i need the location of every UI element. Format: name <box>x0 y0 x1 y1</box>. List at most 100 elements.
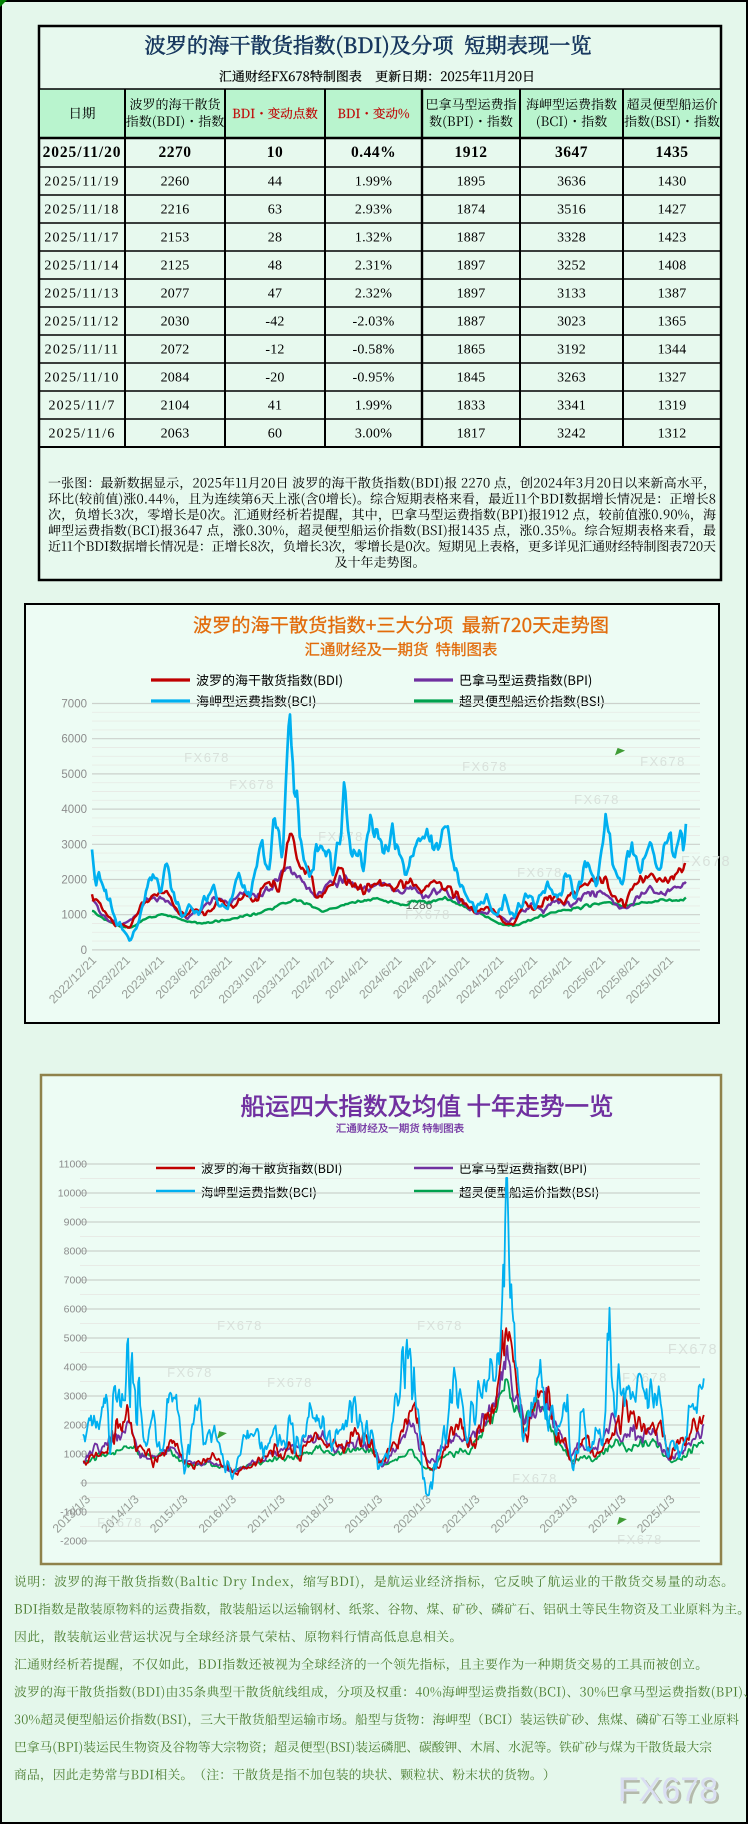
svg-text:-42: -42 <box>265 315 284 330</box>
svg-text:FX678: FX678 <box>97 1515 143 1530</box>
svg-text:3252: 3252 <box>557 259 586 274</box>
svg-text:1423: 1423 <box>658 231 687 246</box>
svg-text:44: 44 <box>268 175 282 190</box>
svg-text:FX678: FX678 <box>462 759 508 774</box>
svg-text:4000: 4000 <box>61 804 87 816</box>
svg-text:3133: 3133 <box>557 287 586 302</box>
svg-text:1319: 1319 <box>658 399 687 414</box>
svg-text:0: 0 <box>81 1478 87 1490</box>
svg-text:0: 0 <box>81 945 87 957</box>
svg-text:3636: 3636 <box>557 175 586 190</box>
svg-text:3328: 3328 <box>557 231 586 246</box>
svg-text:11000: 11000 <box>59 1159 88 1171</box>
svg-text:FX678: FX678 <box>229 777 275 792</box>
svg-text:8000: 8000 <box>64 1246 88 1258</box>
svg-text:2000: 2000 <box>64 1420 88 1432</box>
svg-text:-2.03%: -2.03% <box>352 315 394 330</box>
svg-text:1912: 1912 <box>455 144 488 161</box>
svg-text:-0.95%: -0.95% <box>352 371 394 386</box>
svg-text:41: 41 <box>268 399 282 414</box>
svg-text:2104: 2104 <box>161 399 190 414</box>
svg-text:3242: 3242 <box>557 427 586 442</box>
svg-text:3.00%: 3.00% <box>355 427 392 442</box>
svg-text:FX678: FX678 <box>618 1771 718 1809</box>
svg-text:-1000: -1000 <box>60 1507 87 1519</box>
svg-text:3000: 3000 <box>61 839 87 851</box>
svg-text:5000: 5000 <box>61 769 87 781</box>
svg-text:3023: 3023 <box>557 315 586 330</box>
svg-text:1365: 1365 <box>658 315 687 330</box>
svg-text:3000: 3000 <box>64 1391 88 1403</box>
svg-text:-2000: -2000 <box>60 1536 87 1548</box>
svg-text:1887: 1887 <box>457 315 486 330</box>
svg-text:FX678: FX678 <box>184 750 230 765</box>
svg-text:2125: 2125 <box>161 259 190 274</box>
svg-text:1344: 1344 <box>658 343 687 358</box>
svg-text:2077: 2077 <box>161 287 190 302</box>
svg-text:3516: 3516 <box>557 203 586 218</box>
svg-text:2025/11/6: 2025/11/6 <box>48 427 115 442</box>
svg-text:2084: 2084 <box>161 371 190 386</box>
svg-text:2025/11/13: 2025/11/13 <box>44 287 119 302</box>
svg-text:2025/11/10: 2025/11/10 <box>44 371 119 386</box>
svg-text:-20: -20 <box>265 371 284 386</box>
svg-text:2063: 2063 <box>161 427 190 442</box>
svg-text:1897: 1897 <box>457 259 486 274</box>
svg-text:2025/11/19: 2025/11/19 <box>44 175 119 190</box>
svg-text:1430: 1430 <box>658 175 687 190</box>
svg-text:1845: 1845 <box>457 371 486 386</box>
svg-text:4000: 4000 <box>64 1362 88 1374</box>
svg-text:6000: 6000 <box>64 1304 88 1316</box>
svg-text:1408: 1408 <box>658 259 687 274</box>
svg-text:1865: 1865 <box>457 343 486 358</box>
svg-text:2025/11/14: 2025/11/14 <box>44 259 119 274</box>
svg-text:2025/11/7: 2025/11/7 <box>48 399 115 414</box>
svg-text:2025/11/12: 2025/11/12 <box>44 315 119 330</box>
svg-text:1895: 1895 <box>457 175 486 190</box>
svg-text:FX678: FX678 <box>267 1375 313 1390</box>
svg-text:FX678: FX678 <box>512 1471 558 1486</box>
svg-text:-0.58%: -0.58% <box>352 343 394 358</box>
svg-text:1.99%: 1.99% <box>355 399 392 414</box>
svg-text:2072: 2072 <box>161 343 190 358</box>
svg-text:1000: 1000 <box>64 1449 88 1461</box>
svg-text:2270: 2270 <box>159 144 192 161</box>
svg-text:48: 48 <box>268 259 282 274</box>
svg-text:2025/11/17: 2025/11/17 <box>44 231 119 246</box>
svg-text:1387: 1387 <box>658 287 687 302</box>
svg-text:2.32%: 2.32% <box>355 287 392 302</box>
svg-text:2216: 2216 <box>161 203 190 218</box>
svg-text:7000: 7000 <box>64 1275 88 1287</box>
svg-text:9000: 9000 <box>64 1217 88 1229</box>
svg-text:FX678: FX678 <box>217 1318 263 1333</box>
svg-text:FX678: FX678 <box>167 1365 213 1380</box>
svg-text:6000: 6000 <box>61 734 87 746</box>
svg-text:1833: 1833 <box>457 399 486 414</box>
svg-text:FX678: FX678 <box>620 1774 720 1812</box>
svg-text:FX678: FX678 <box>640 754 686 769</box>
svg-text:2153: 2153 <box>161 231 190 246</box>
svg-text:FX678: FX678 <box>681 854 731 870</box>
svg-text:1435: 1435 <box>656 144 689 161</box>
svg-text:3192: 3192 <box>557 343 586 358</box>
svg-text:1887: 1887 <box>457 231 486 246</box>
svg-text:FX678: FX678 <box>405 907 451 922</box>
svg-text:1427: 1427 <box>658 203 687 218</box>
svg-text:2025/11/18: 2025/11/18 <box>44 203 119 218</box>
svg-text:7000: 7000 <box>61 699 87 711</box>
svg-text:5000: 5000 <box>64 1333 88 1345</box>
svg-text:FX678: FX678 <box>574 792 620 807</box>
svg-text:2.31%: 2.31% <box>355 259 392 274</box>
svg-text:1874: 1874 <box>457 203 486 218</box>
svg-text:2025/11/20: 2025/11/20 <box>43 144 122 161</box>
svg-text:3263: 3263 <box>557 371 586 386</box>
svg-text:3647: 3647 <box>555 144 588 161</box>
svg-text:FX678: FX678 <box>668 1342 718 1358</box>
svg-text:1327: 1327 <box>658 371 687 386</box>
svg-text:FX678: FX678 <box>417 1318 463 1333</box>
svg-text:1.32%: 1.32% <box>355 231 392 246</box>
svg-text:28: 28 <box>268 231 282 246</box>
svg-text:1.99%: 1.99% <box>355 175 392 190</box>
svg-text:FX678: FX678 <box>617 1532 663 1547</box>
svg-text:2025/11/11: 2025/11/11 <box>45 343 120 358</box>
